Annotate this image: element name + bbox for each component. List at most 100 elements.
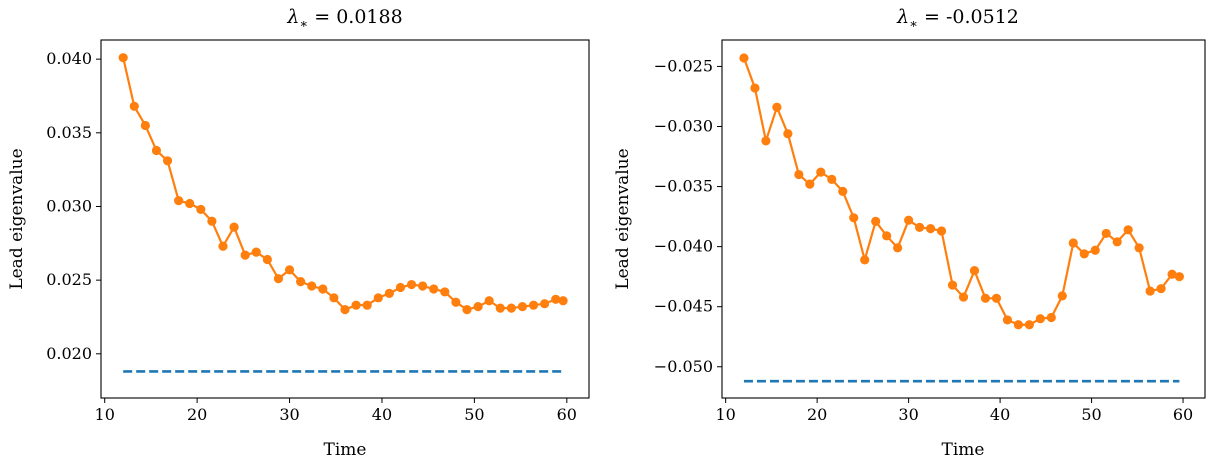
chart-right-data-point [991, 293, 1002, 303]
chart-left-data-point [118, 53, 128, 63]
chart-right-data-point [761, 136, 771, 146]
chart-right-ytick-label: −0.030 [654, 116, 713, 135]
chart-right-data-point [969, 266, 980, 276]
chart-right-data-point [980, 293, 991, 303]
chart-right-data-point [1024, 320, 1034, 330]
chart-right-data-point [739, 53, 749, 63]
chart-right-data-point [936, 226, 947, 236]
chart-left-data-point [528, 300, 539, 310]
chart-right-xtick-label: 50 [1081, 405, 1101, 424]
chart-right-xlabel: Time [942, 440, 985, 460]
chart-left-data-point [351, 300, 361, 310]
chart-left-xtick-label: 60 [557, 405, 577, 424]
chart-left-data-point [373, 293, 383, 303]
chart-right-data-point [914, 222, 925, 233]
chart-right-xtick-label: 20 [807, 405, 827, 424]
chart-left-data-point [296, 277, 306, 287]
chart-left-data-point [307, 281, 317, 291]
chart-right-data-point [816, 167, 826, 177]
chart-left-data-point [240, 250, 250, 260]
chart-left-title: λ∗ = 0.0188 [286, 6, 402, 32]
chart-right-marks: 10 20 30 40 50 60 −0.050 −0.045 −0.040 −0.035 −0.0… [654, 53, 1193, 424]
chart-right-data-point [958, 292, 969, 302]
chart-right: λ∗ = -0.0512 10 20 30 40 50 60 −0.050 −0.045 −0.… [613, 6, 1206, 460]
chart-left-data-point [218, 241, 228, 251]
chart-left-ylabel: Lead eigenvalue [7, 148, 27, 289]
chart-right-ytick-label: −0.045 [654, 297, 713, 316]
chart-right-xtick-label: 40 [990, 405, 1010, 424]
chart-right-ytick-label: −0.040 [654, 237, 713, 256]
chart-left-xtick-label: 20 [187, 405, 207, 424]
chart-left-data-point [362, 300, 372, 310]
chart-left-data-point [495, 303, 505, 313]
chart-right-data-point [860, 255, 870, 265]
chart-left-data-point [340, 305, 350, 315]
chart-right-data-point [893, 243, 903, 253]
chart-right-data-point [1134, 243, 1144, 253]
chart-left-ytick-label: 0.020 [46, 344, 92, 363]
chart-left-ytick-label: 0.030 [46, 196, 92, 215]
chart-right-data-point [1002, 315, 1013, 325]
chart-left-data-point [540, 299, 550, 309]
chart-left-plot-area [100, 39, 590, 399]
chart-right-data-point [1035, 314, 1045, 324]
chart-left-data-point [462, 305, 472, 315]
chart-right-data-point [1068, 238, 1078, 248]
chart-right-data-point [849, 213, 859, 223]
chart-right-data-point [794, 169, 804, 180]
chart-left-xtick-label: 50 [464, 405, 484, 424]
chart-left-data-point [473, 302, 483, 312]
chart-left-data-point [140, 120, 150, 131]
chart-left-data-point [558, 296, 568, 306]
chart-left-data-point [162, 156, 173, 166]
chart-right-data-point [1046, 312, 1056, 323]
chart-right-ytick-label: −0.035 [654, 177, 713, 196]
chart-right-data-point [772, 102, 782, 112]
chart-left-data-point [251, 247, 261, 257]
chart-right-ytick-label: −0.050 [654, 357, 713, 376]
chart-right-data-point [805, 179, 815, 189]
chart-left-xtick-label: 30 [279, 405, 299, 424]
chart-left-data-point [517, 302, 528, 312]
chart-left-data-point [451, 297, 461, 307]
chart-left-data-point [506, 303, 516, 313]
chart-right-data-point [1090, 245, 1100, 255]
chart-left-xtick-label: 10 [95, 405, 115, 424]
chart-right-data-point [1101, 228, 1111, 239]
chart-right-data-point [1057, 291, 1067, 301]
chart-right-plot-area [721, 39, 1206, 399]
chart-left-data-point [429, 284, 439, 294]
chart-right-data-point [871, 216, 881, 227]
chart-right-data-point [1174, 272, 1184, 282]
chart-right-data-point [838, 186, 848, 196]
chart-left-data-point [229, 222, 239, 232]
chart-left-data-point [129, 101, 139, 111]
chart-right-data-point [1013, 320, 1023, 330]
chart-right-xtick-label: 60 [1173, 405, 1193, 424]
chart-right-data-point [783, 129, 793, 139]
chart-left-data-point [196, 204, 206, 215]
chart-right-series-line [742, 57, 1180, 326]
chart-left-data-point [551, 294, 561, 304]
chart-left-data-point [273, 274, 284, 284]
chart-left-data-point [484, 296, 494, 306]
chart-right-title: λ∗ = -0.0512 [896, 6, 1019, 32]
chart-left-marks: 10 20 30 40 50 60 0.020 0.025 0.030 0.035 0.040 [46, 49, 577, 424]
chart-right-data-point [904, 215, 914, 225]
chart-left-ytick-label: 0.035 [46, 123, 92, 142]
chart-left-data-point [174, 195, 184, 206]
chart-right-xtick-label: 10 [715, 405, 735, 424]
chart-right-data-point [1079, 249, 1089, 259]
chart-left-data-point [384, 288, 394, 298]
chart-left-data-point [395, 282, 406, 293]
chart-right-data-point [750, 83, 760, 93]
chart-left-ytick-label: 0.040 [46, 49, 92, 68]
chart-right-data-point [827, 174, 837, 184]
chart-left-series-line [122, 57, 564, 311]
chart-right-xtick-label: 30 [898, 405, 918, 424]
chart-right-data-point [1145, 286, 1155, 296]
chart-right-data-point [882, 231, 892, 241]
chart-left-xlabel: Time [324, 440, 367, 460]
chart-left-data-point [406, 279, 417, 290]
